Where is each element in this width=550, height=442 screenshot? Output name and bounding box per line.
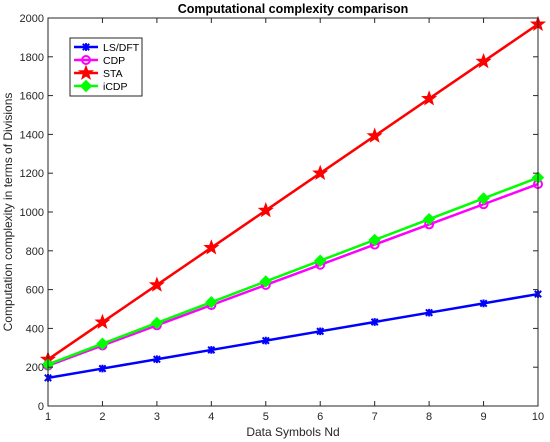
x-tick-label: 2 [99, 411, 105, 423]
x-tick-label: 8 [426, 411, 432, 423]
data-point [96, 337, 109, 350]
x-tick-label: 7 [372, 411, 378, 423]
x-tick-label: 6 [317, 411, 323, 423]
plot-layer [39, 15, 547, 382]
data-point [316, 327, 325, 336]
x-axis-title: Data Symbols Nd [246, 425, 339, 439]
legend-label: CDP [103, 55, 125, 67]
x-tick-label: 9 [480, 411, 486, 423]
x-tick-label: 4 [208, 411, 214, 423]
data-point [261, 336, 270, 345]
legend-item: STA [74, 64, 123, 80]
legend-marker [82, 43, 90, 51]
data-point [203, 239, 220, 255]
x-tick-label: 3 [154, 411, 160, 423]
y-tick-label: 2000 [20, 13, 44, 25]
x-tick-label: 5 [263, 411, 269, 423]
series-line [47, 182, 539, 367]
legend-item: CDP [74, 55, 125, 67]
legend-marker [79, 79, 93, 93]
data-point [207, 346, 216, 354]
y-tick-label: 1000 [20, 207, 44, 219]
data-point [479, 299, 488, 308]
data-point [421, 90, 438, 106]
series-line [47, 176, 539, 366]
data-point [314, 254, 327, 267]
data-point [152, 355, 161, 364]
x-tick-label: 10 [532, 411, 544, 423]
data-point [94, 313, 111, 330]
y-tick-label: 1200 [20, 168, 44, 180]
y-tick-label: 1600 [20, 91, 44, 103]
y-tick-label: 1400 [20, 129, 44, 141]
chart-title: Computational complexity comparison [178, 2, 409, 16]
y-tick-label: 400 [26, 323, 44, 335]
data-point [366, 127, 383, 143]
y-tick-label: 0 [38, 401, 44, 413]
data-point [205, 296, 218, 309]
legend-label: STA [103, 68, 123, 80]
axes: 1 2 3 4 5 6 7 8 9 10 0 200 400 600 800 1000 1200 1400 1600… [20, 13, 545, 423]
data-point [370, 318, 379, 326]
series-line [47, 292, 539, 380]
y-tick-label: 200 [26, 362, 44, 374]
data-point [422, 212, 436, 226]
data-point [150, 316, 164, 330]
data-point [259, 275, 272, 288]
series-icdp [41, 171, 545, 371]
legend-marker [81, 55, 91, 65]
data-point [475, 53, 492, 69]
y-tick-label: 600 [26, 285, 44, 297]
data-point [477, 192, 490, 205]
data-point [312, 164, 329, 181]
y-axis-title: Computation complexity in terms of Divis… [1, 93, 15, 332]
y-tick-label: 800 [26, 246, 44, 258]
legend-label: iCDP [103, 81, 128, 93]
series-line [47, 23, 539, 361]
legend-marker [77, 64, 95, 80]
data-point [98, 364, 107, 373]
x-tick-label: 1 [45, 411, 51, 423]
legend-label: LS/DFT [103, 42, 140, 54]
data-point [148, 276, 165, 292]
y-tick-label: 1800 [20, 52, 44, 64]
legend-item: iCDP [74, 79, 128, 93]
series-ls-dft [44, 290, 542, 382]
data-point [257, 201, 274, 218]
data-point [368, 233, 381, 247]
data-point [425, 308, 434, 317]
legend-item: LS/DFT [74, 42, 140, 54]
